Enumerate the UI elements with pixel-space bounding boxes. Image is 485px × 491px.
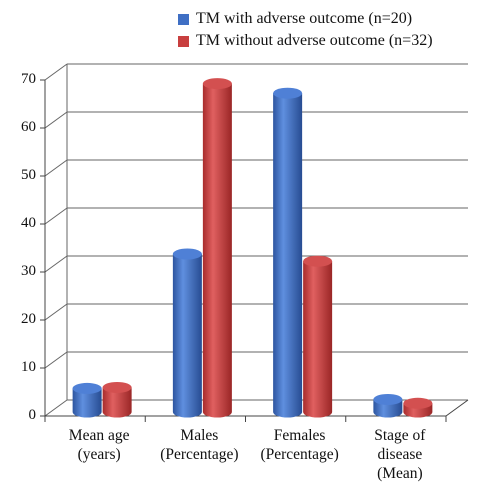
bar-without-adverse-0 (102, 381, 132, 418)
legend-item-series-2: TM without adverse outcome (n=32) (178, 30, 433, 52)
y-tick-label: 30 (21, 263, 36, 279)
gridlines (44, 63, 468, 417)
legend-swatch-series-1 (178, 13, 189, 25)
gridline-side (44, 255, 68, 273)
bars (72, 78, 433, 418)
x-category-label: Females (Percentage) (260, 427, 339, 463)
bar-with-adverse-2 (273, 87, 303, 418)
gridline-side (44, 399, 68, 417)
bar-without-adverse-1 (202, 78, 232, 418)
bar-with-adverse-3 (373, 393, 403, 418)
gridline-side (44, 63, 68, 81)
y-tick-label: 40 (21, 215, 36, 231)
legend-swatch-series-2 (178, 35, 189, 47)
y-tick-label: 50 (21, 167, 36, 183)
x-category-label: Stage of disease (Mean) (374, 427, 426, 482)
y-tick-label: 10 (21, 359, 36, 375)
legend: TM with adverse outcome (n=20) TM withou… (178, 8, 433, 52)
y-tick-label: 60 (21, 119, 36, 135)
legend-item-series-1: TM with adverse outcome (n=20) (178, 8, 433, 30)
floor-edge (445, 399, 469, 417)
x-category-label: Males (Percentage) (160, 427, 239, 463)
axes (40, 64, 469, 422)
y-tick-label: 0 (28, 407, 37, 423)
y-tick-label: 70 (21, 71, 36, 87)
gridline-side (44, 159, 68, 177)
y-tick-label: 20 (21, 311, 36, 327)
gridline-side (44, 207, 68, 225)
gridline-side (44, 111, 68, 129)
gridline-side (44, 351, 68, 369)
gridline-side (44, 303, 68, 321)
legend-label-series-2: TM without adverse outcome (n=32) (196, 32, 433, 49)
bar-with-adverse-1 (172, 248, 202, 418)
legend-label-series-1: TM with adverse outcome (n=20) (196, 10, 413, 27)
bar-with-adverse-0 (72, 382, 102, 418)
bar-without-adverse-2 (303, 255, 333, 418)
bar-without-adverse-3 (403, 397, 433, 418)
x-category-label: Mean age (years) (68, 427, 130, 463)
